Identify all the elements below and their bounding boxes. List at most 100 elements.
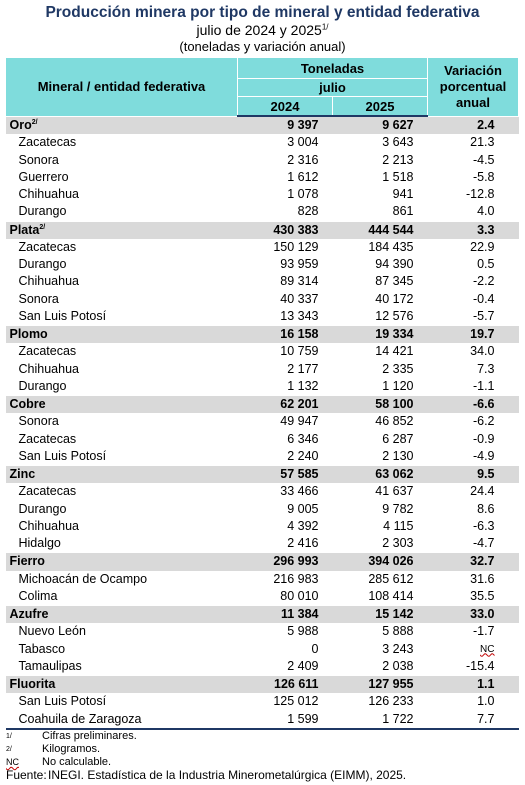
variation-value: -0.4 (472, 291, 495, 306)
variation-value: -2.2 (472, 274, 495, 289)
variation-value: 21.3 (470, 135, 495, 150)
variation-value: -12.8 (466, 187, 495, 202)
state-name: Nuevo León (18, 624, 86, 639)
value-2025: 46 852 (375, 414, 414, 429)
value-2025: 127 955 (332, 675, 428, 694)
mineral-name: Plomo (9, 327, 48, 342)
variation-value: 0.5 (477, 257, 495, 272)
mineral-name-cell: Plomo (5, 325, 238, 344)
page-subtitle: julio de 2024 y 20251/ (0, 22, 525, 39)
col-header-2024: 2024 (237, 96, 333, 117)
mineral-name: Cobre (9, 397, 46, 412)
value-2024: 49 947 (280, 414, 319, 429)
state-row: Colima 80 010 108 414 35.5 (6, 588, 519, 606)
value-2025: 1 518 (382, 169, 414, 184)
mineral-name-cell: Azufre (5, 605, 238, 624)
footnotes: 1/Cifras preliminares. 2/Kilogramos. NC No … (6, 730, 525, 782)
value-2025: 19 334 (332, 325, 428, 344)
value-2024: 296 993 (237, 552, 333, 571)
value-2025: 63 062 (332, 465, 428, 484)
state-name: Michoacán de Ocampo (18, 571, 148, 586)
value-2024: 9 397 (237, 115, 333, 135)
state-name: Durango (18, 204, 67, 219)
subtitle-text: julio de 2024 y 2025 (196, 22, 322, 38)
state-row: Coahuila de Zaragoza 1 599 1 722 7.7 (5, 710, 519, 730)
table-body: Oro2/9 397 9 627 2.4 Zacatecas 3 004 3 643 21.… (5, 115, 519, 730)
mineral-name: Plata (9, 222, 40, 237)
variation-value: 7.3 (477, 361, 495, 376)
value-2025: 3 243 (382, 641, 414, 656)
value-2025: 14 421 (375, 344, 414, 359)
value-2025: 4 115 (383, 518, 414, 533)
value-2024: 6 346 (287, 431, 319, 446)
state-row: Tabasco 0 3 243 NC (6, 641, 519, 658)
value-2024: 3 004 (287, 135, 319, 150)
variation-value: 1.0 (477, 694, 495, 709)
value-2024: 16 158 (237, 325, 333, 344)
value-2025: 394 026 (332, 552, 428, 571)
page-title: Producción minera por tipo de mineral y … (45, 4, 480, 21)
value-2025: 285 612 (368, 571, 414, 586)
state-row: Durango 828 861 4.0 (6, 203, 519, 221)
variation-value: -4.5 (472, 152, 495, 167)
variation-value: -6.3 (472, 518, 495, 533)
state-row: Chihuahua 89 314 87 345 -2.2 (6, 273, 519, 290)
value-2025: 2 038 (382, 658, 414, 673)
mineral-name-cell: Cobre (5, 395, 238, 414)
mineral-name: Fluorita (9, 677, 56, 692)
value-2025: 58 100 (332, 395, 428, 414)
value-2024: 89 314 (280, 274, 319, 289)
variation-value: NC (480, 643, 495, 655)
footnote-text: Kilogramos. (42, 742, 101, 755)
variation-value: -0.9 (472, 431, 495, 446)
state-row: Zacatecas 150 129 184 435 22.9 (6, 239, 519, 256)
mineral-name: Fierro (9, 554, 45, 569)
state-name: Chihuahua (18, 361, 79, 376)
state-row: Zacatecas 10 759 14 421 34.0 (6, 343, 519, 360)
state-row: San Luis Potosí 2 240 2 130 -4.9 (6, 448, 519, 466)
value-2025: 1 722 (332, 710, 428, 730)
variation-value: -4.9 (472, 448, 495, 463)
variation-value: -6.6 (427, 395, 519, 414)
value-2024: 216 983 (273, 571, 319, 586)
variation-value: 7.7 (427, 710, 519, 730)
value-2025: 941 (392, 187, 414, 202)
value-2025: 444 544 (332, 220, 428, 239)
mineral-name-cell: Fluorita (5, 675, 238, 694)
state-row: San Luis Potosí 13 343 12 576 -5.7 (6, 308, 519, 326)
mineral-row: Azufre 11 384 15 142 33.0 (5, 605, 519, 624)
footnote-key: 2/ (6, 745, 12, 753)
variation-value: 35.5 (470, 588, 495, 603)
state-row: Zacatecas 3 004 3 643 21.3 (6, 134, 519, 151)
state-row: Sonora 49 947 46 852 -6.2 (6, 413, 519, 430)
state-row: Chihuahua 1 078 941 -12.8 (6, 186, 519, 203)
col-header-variacion: Variación porcentual anual (427, 57, 519, 117)
state-name: Durango (18, 378, 67, 393)
value-2024: 13 343 (280, 308, 319, 323)
mineral-name-cell: Oro2/ (5, 115, 238, 135)
mineral-row: Oro2/9 397 9 627 2.4 (5, 115, 519, 135)
variation-value: 4.0 (477, 204, 495, 219)
variation-value: 1.1 (427, 675, 519, 694)
production-table: Mineral / entidad federativa Toneladas V… (5, 57, 519, 730)
subtitle-footnote-mark: 1/ (321, 22, 329, 32)
variation-value: -5.8 (472, 169, 495, 184)
value-2025: 12 576 (375, 308, 414, 323)
state-row: Tamaulipas 2 409 2 038 -15.4 (6, 658, 519, 676)
value-2025: 41 637 (375, 484, 414, 499)
mineral-row: Plata2/430 383 444 544 3.3 (5, 220, 519, 239)
value-2025: 5 888 (382, 624, 414, 639)
units-caption: (toneladas y variación anual) (179, 39, 346, 54)
value-2024: 5 988 (287, 624, 319, 639)
state-name: Tamaulipas (18, 658, 82, 673)
variation-value: 3.3 (427, 220, 519, 239)
state-row: Michoacán de Ocampo 216 983 285 612 31.6 (6, 571, 519, 588)
variation-value: 2.4 (427, 115, 519, 135)
mineral-row: Cobre 62 201 58 100 -6.6 (5, 395, 519, 414)
value-2025: 2 335 (382, 361, 414, 376)
state-row: Sonora 40 337 40 172 -0.4 (6, 291, 519, 308)
variation-value: 8.6 (477, 501, 495, 516)
mineral-name: Azufre (9, 607, 49, 622)
value-2024: 40 337 (280, 291, 319, 306)
variation-value: -4.7 (472, 536, 495, 551)
